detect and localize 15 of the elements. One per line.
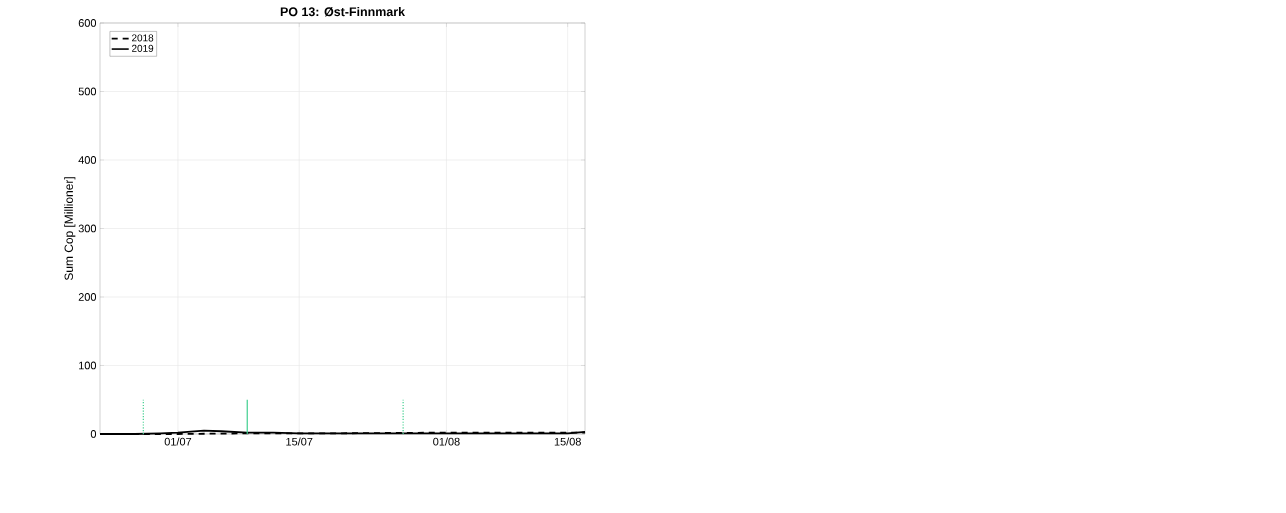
y-tick-label: 300: [78, 224, 97, 233]
y-tick-label: 500: [78, 87, 97, 96]
y-axis-title: Sum Cop [Millioner]: [64, 177, 76, 281]
chart-title: PO 13: Øst-Finnmark: [280, 7, 406, 17]
y-tick-label: 400: [78, 156, 97, 164]
y-tick-label: 600: [78, 19, 97, 27]
x-tick-label: 01/07: [164, 437, 192, 446]
x-tick-label: 15/07: [286, 437, 313, 446]
x-tick-label: 01/08: [433, 437, 460, 446]
x-tick-label: 15/08: [554, 437, 581, 446]
legend-label: 2019: [132, 44, 154, 52]
y-tick-label: 0: [90, 430, 97, 438]
legend-label: 2018: [132, 34, 154, 42]
y-tick-label: 200: [78, 293, 97, 301]
y-tick-label: 100: [79, 361, 97, 370]
